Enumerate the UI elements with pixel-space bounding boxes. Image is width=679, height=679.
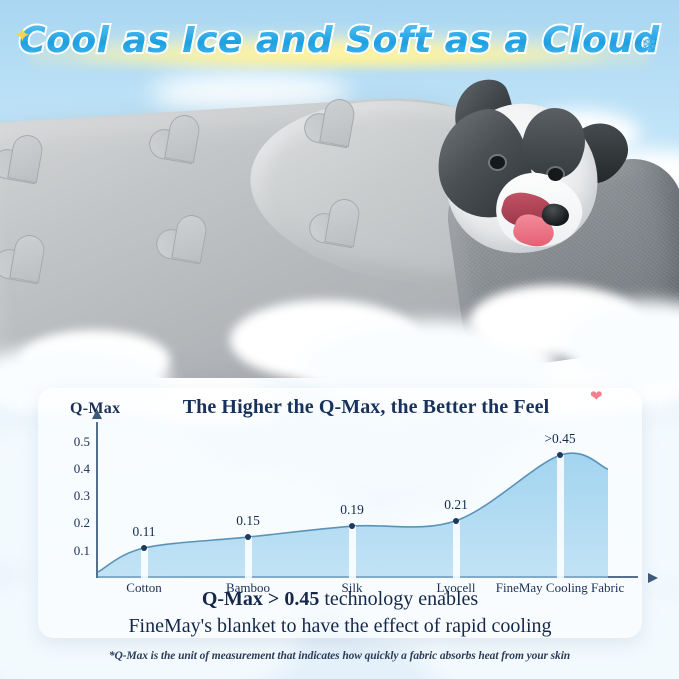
page-title: Cool as Ice and Soft as a Cloud bbox=[0, 20, 679, 61]
data-point-marker bbox=[349, 523, 355, 530]
data-point-label: 0.15 bbox=[236, 513, 260, 529]
qmax-area-chart: 0.1 0.2 0.3 0.4 0.5 Cotton Bamboo Silk Lyocell F… bbox=[74, 409, 658, 595]
data-point-marker bbox=[141, 545, 147, 551]
heart-icon: ❤ bbox=[590, 389, 603, 405]
dog-eye-right bbox=[548, 168, 563, 181]
summary-text: Q-Max > 0.45 technology enables FineMay'… bbox=[38, 586, 642, 640]
y-tick: 0.4 bbox=[73, 460, 90, 476]
product-photo bbox=[0, 78, 679, 378]
y-tick: 0.2 bbox=[73, 515, 90, 531]
x-tick: Lyocell bbox=[436, 580, 476, 595]
dog-photo bbox=[418, 78, 648, 297]
data-point-label: 0.21 bbox=[444, 496, 468, 512]
gridline bbox=[556, 455, 564, 578]
sparkle-icon: ✦ bbox=[14, 25, 31, 47]
summary-line-1-bold: Q-Max > 0.45 bbox=[201, 588, 320, 610]
footnote: *Q-Max is the unit of measurement that i… bbox=[108, 650, 571, 662]
title-glow-inner bbox=[80, 30, 600, 64]
data-point-marker bbox=[453, 517, 459, 524]
y-tick: 0.1 bbox=[73, 542, 90, 558]
x-tick: Silk bbox=[341, 580, 363, 595]
header: Cool as Ice and Soft as a Cloud Cool as … bbox=[0, 0, 679, 88]
gridline bbox=[244, 537, 252, 578]
data-point-label: 0.19 bbox=[340, 502, 364, 518]
chart-card: Q-Max The Higher the Q-Max, the Better t… bbox=[38, 388, 658, 640]
summary-line-1-rest: technology enables bbox=[319, 588, 479, 610]
x-tick: Bamboo bbox=[225, 580, 271, 595]
gridline bbox=[140, 548, 148, 578]
y-tick: 0.3 bbox=[73, 488, 90, 504]
summary-line-2: FineMay's blanket to have the effect of … bbox=[128, 615, 552, 637]
data-point-label: >0.45 bbox=[544, 431, 576, 447]
chart-title: The Higher the Q-Max, the Better the Fee… bbox=[182, 396, 550, 418]
y-axis-title: Q-Max bbox=[70, 400, 121, 417]
data-point-marker bbox=[245, 534, 251, 541]
data-point-label: 0.11 bbox=[132, 524, 156, 539]
page-title-stroke: Cool as Ice and Soft as a Cloud bbox=[0, 18, 679, 63]
summary-line-1: Q-Max > 0.45 technology enables bbox=[38, 586, 642, 612]
dog-eye-left bbox=[490, 156, 505, 169]
gridline bbox=[348, 526, 356, 578]
y-tick: 0.5 bbox=[73, 433, 90, 449]
y-axis bbox=[92, 409, 102, 578]
snowflake-icon: ❄ bbox=[641, 35, 657, 56]
data-point-marker bbox=[557, 452, 563, 459]
x-tick: FineMay Cooling Fabric bbox=[495, 580, 625, 595]
x-tick: Cotton bbox=[126, 580, 162, 595]
gridline bbox=[452, 520, 460, 578]
